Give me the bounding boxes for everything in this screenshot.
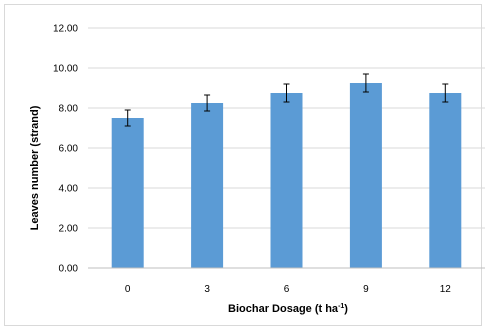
- y-tick-label: 6.00: [59, 144, 79, 155]
- x-tick-labels: 0 3 6 9 12: [125, 284, 451, 295]
- error-bar: [283, 83, 290, 103]
- bar: [191, 103, 224, 268]
- error-bar: [124, 109, 131, 127]
- x-tick-label: 12: [440, 284, 452, 295]
- bar: [429, 93, 462, 268]
- error-bars: [124, 73, 449, 127]
- x-tick-label: 0: [125, 284, 131, 295]
- x-axis-title-sup: -1: [338, 303, 344, 310]
- x-axis-title: Biochar Dosage (t ha-1): [228, 303, 348, 315]
- error-bar: [362, 73, 369, 93]
- y-tick-label: 2.00: [59, 224, 79, 235]
- bar: [270, 93, 303, 268]
- bar: [111, 118, 144, 268]
- bar: [349, 83, 382, 268]
- y-axis-title: Leaves number (strand): [29, 105, 41, 230]
- bars: [111, 83, 462, 268]
- chart-frame: [4, 4, 482, 326]
- error-bar: [204, 94, 211, 112]
- y-tick-label: 4.00: [59, 184, 79, 195]
- error-bar: [442, 83, 449, 103]
- x-axis-title-end: ): [344, 303, 348, 315]
- y-tick-label: 0.00: [59, 264, 79, 275]
- y-tick-label: 8.00: [59, 104, 79, 115]
- y-tick-labels: 0.00 2.00 4.00 6.00 8.00 10.00 12.00: [53, 24, 78, 275]
- x-tick-label: 9: [363, 284, 369, 295]
- x-tick-label: 3: [204, 284, 210, 295]
- x-axis-title-main: Biochar Dosage (t ha: [228, 303, 339, 315]
- x-tick-label: 6: [284, 284, 290, 295]
- y-tick-label: 12.00: [53, 24, 78, 35]
- y-tick-label: 10.00: [53, 64, 78, 75]
